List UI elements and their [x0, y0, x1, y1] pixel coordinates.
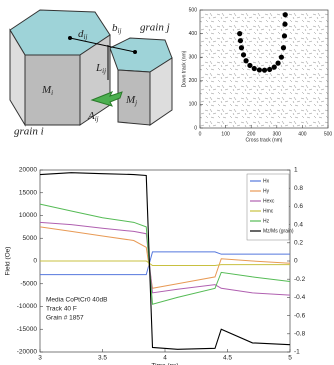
legend-label: Mz/Ms (grain): [263, 228, 294, 234]
y2-tick-label: 1: [294, 167, 298, 174]
y2-tick-label: -1: [294, 349, 300, 356]
scatter-point: [251, 65, 257, 72]
plot-frame: [199, 9, 329, 129]
y2-tick-label: -0.6: [294, 312, 306, 319]
series-line: [39, 221, 291, 296]
x-tick-label: 4: [163, 355, 167, 362]
x-axis-label: Time (ns): [151, 363, 178, 365]
y-tick-label: 10000: [19, 212, 37, 219]
x-tick-label: 300: [273, 131, 282, 137]
x-tick-label: 0: [199, 131, 202, 137]
scatter-point: [261, 67, 268, 73]
x-tick-label: 3.5: [98, 355, 107, 362]
series-line: [40, 260, 290, 267]
scatter-point: [267, 66, 273, 73]
legend-label: Hmc: [263, 208, 274, 214]
diagram-label: grain j: [140, 22, 170, 34]
y-tick-label: -10000: [17, 303, 38, 310]
legend-label: Hz: [263, 218, 270, 224]
y2-tick-label: 0.4: [294, 221, 303, 228]
y-tick-label: 5000: [23, 235, 38, 242]
annotation: Media CoPtCr0 40dB: [46, 297, 107, 304]
scatter-point: [271, 64, 277, 70]
annotation: Track 40 F: [46, 306, 77, 313]
y2-tick-label: 0.6: [294, 203, 303, 210]
scatter-point: [237, 38, 244, 44]
y-tick-label: -15000: [17, 326, 38, 333]
annotation: Grain # 1857: [46, 315, 84, 322]
scatter-point: [282, 21, 288, 27]
x-tick-label: 400: [298, 131, 307, 137]
y-tick-label: -20000: [17, 349, 38, 356]
y2-tick-label: -0.2: [294, 276, 306, 283]
y2-tick-label: 0.8: [294, 185, 303, 192]
scatter-point: [243, 58, 249, 64]
x-tick-label: 5: [288, 355, 292, 362]
scatter-point: [280, 45, 287, 51]
y2-tick-label: -0.8: [294, 331, 306, 338]
diagram-label: Mj: [125, 94, 137, 107]
scatter-point: [278, 54, 285, 60]
scatter-point: [247, 62, 253, 69]
y-tick-label: 0: [194, 125, 197, 131]
x-tick-label: 100: [221, 131, 230, 137]
x-tick-label: 500: [324, 131, 333, 137]
scatter-point: [256, 67, 262, 73]
y-tick-label: 300: [189, 55, 198, 61]
y2-tick-label: 0: [294, 258, 298, 265]
y2-tick-label: -0.4: [294, 294, 306, 301]
grain-diagram: dij bij grain j Lij Mi Mj Aij grain i: [9, 9, 173, 138]
diagram-label: Lij: [95, 62, 106, 75]
diagram-label: Aij: [87, 110, 99, 123]
legend-label: Hx: [263, 178, 270, 184]
legend-label: Hexc: [263, 198, 275, 204]
x-tick-label: 3: [38, 355, 42, 362]
y-tick-label: 400: [189, 31, 198, 37]
y2-tick-label: 0.2: [294, 240, 303, 247]
series-line: [39, 203, 291, 305]
scatter-point: [281, 33, 288, 39]
legend-box: [246, 173, 290, 241]
y-tick-label: -5000: [20, 280, 37, 287]
scatter-point: [275, 60, 281, 66]
scatter-point: [238, 45, 245, 51]
scatter-point: [237, 30, 243, 37]
scatter-point: [282, 12, 288, 18]
y-tick-label: 100: [189, 102, 198, 108]
y-axis-label: Down track (nm): [181, 50, 187, 87]
x-tick-label: 200: [247, 131, 256, 137]
scatter-point: [240, 52, 247, 58]
diagram-label: grain i: [14, 126, 44, 138]
y-tick-label: 20000: [19, 167, 37, 174]
x-tick-label: 4.5: [223, 355, 232, 362]
series-line: [39, 172, 291, 350]
y-tick-label: 0: [33, 258, 37, 265]
series-line: [40, 251, 290, 276]
diagram-label: Mi: [41, 84, 53, 97]
legend-label: Hy: [263, 188, 270, 194]
y-tick-label: 500: [189, 7, 198, 13]
diagram-label: bij: [112, 22, 121, 35]
y-tick-label: 200: [189, 78, 198, 84]
x-axis-label: Cross track (nm): [246, 137, 283, 143]
y-tick-label: 15000: [19, 189, 37, 196]
y-axis-label: Field (Oe): [5, 247, 12, 276]
diagram-label: dij: [78, 28, 87, 41]
